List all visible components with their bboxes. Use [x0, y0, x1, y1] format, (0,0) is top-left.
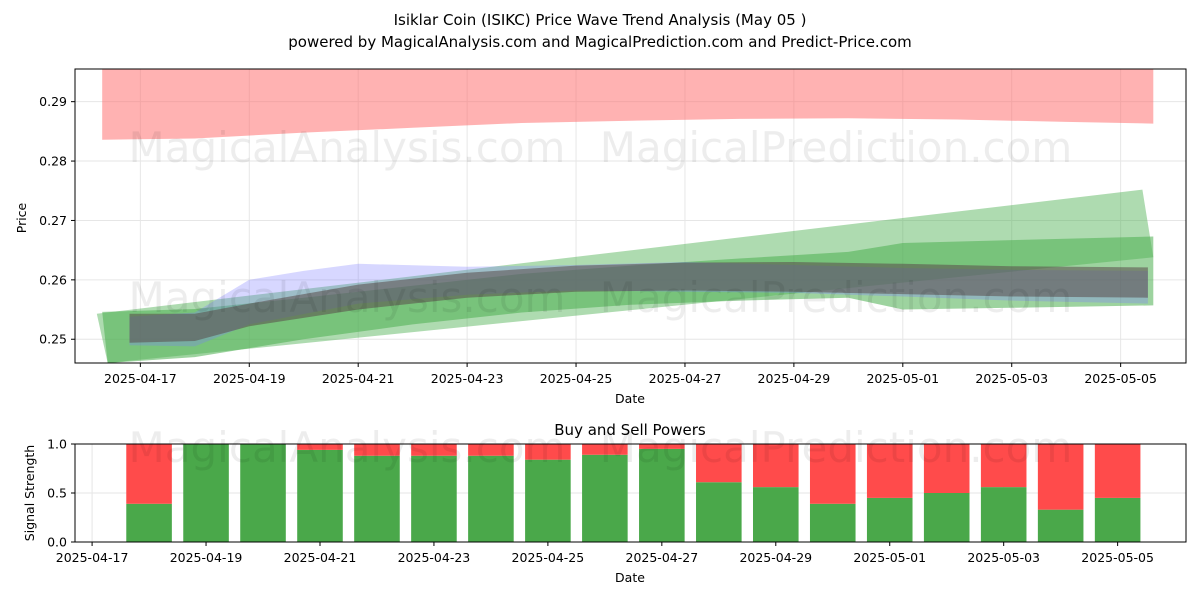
signal-bars [126, 444, 1141, 542]
buy-bar [582, 454, 628, 542]
price-x-label: Date [615, 391, 645, 406]
signal-x-tick-label: 2025-04-19 [170, 550, 243, 565]
watermark-right: MagicalPrediction.com [600, 123, 1073, 172]
buy-bar [411, 455, 457, 542]
buy-bar [752, 487, 799, 542]
signal-y-tick-label: 1.0 [47, 437, 67, 452]
sell-bar [809, 444, 856, 504]
buy-bar [809, 503, 856, 542]
price-x-tick-label: 2025-04-17 [104, 371, 177, 386]
price-y-tick-label: 0.27 [39, 213, 67, 228]
buy-bar [980, 487, 1027, 542]
buy-bar [639, 448, 685, 542]
price-axes-frame [74, 68, 1187, 364]
price-x-tick-label: 2025-05-03 [975, 371, 1048, 386]
buy-bar [126, 503, 172, 542]
signal-x-tick-label: 2025-04-21 [284, 550, 357, 565]
price-series [96, 69, 1154, 363]
price-x-ticks: 2025-04-17 2025-04-19 2025-04-21 2025-04-23… [104, 363, 1157, 386]
signal-x-tick-label: 2025-05-05 [1081, 550, 1154, 565]
sell-bar [582, 444, 628, 455]
signal-title: Buy and Sell Powers [554, 421, 706, 439]
watermark-right-3: MagicalPrediction.com [600, 423, 1073, 472]
price-chart: MagicalAnalysis.com MagicalPrediction.co… [14, 68, 1187, 406]
signal-x-tick-label: 2025-04-17 [56, 550, 129, 565]
signal-x-tick-label: 2025-04-23 [398, 550, 471, 565]
price-x-tick-label: 2025-05-01 [866, 371, 939, 386]
price-x-tick-label: 2025-05-05 [1084, 371, 1157, 386]
signal-chart: Buy and Sell Powers MagicalAnalysis.com … [22, 421, 1187, 585]
sell-bar [923, 444, 970, 493]
signal-x-tick-label: 2025-04-29 [739, 550, 812, 565]
price-y-ticks: 0.25 0.26 0.27 0.28 0.29 [39, 94, 75, 347]
signal-x-tick-label: 2025-05-03 [967, 550, 1040, 565]
band-upper-red-band [102, 69, 1154, 140]
price-x-tick-label: 2025-04-21 [322, 371, 395, 386]
price-y-tick-label: 0.28 [39, 154, 67, 169]
signal-y-ticks: 0.0 0.5 1.0 [47, 437, 75, 550]
price-x-tick-label: 2025-04-25 [540, 371, 613, 386]
price-x-tick-label: 2025-04-27 [649, 371, 722, 386]
sell-bar [126, 444, 172, 504]
buy-bar [923, 493, 970, 542]
signal-x-tick-label: 2025-05-01 [853, 550, 926, 565]
price-y-tick-label: 0.25 [39, 332, 67, 347]
chart-title: Isiklar Coin (ISIKC) Price Wave Trend An… [394, 11, 807, 29]
buy-bar [240, 444, 286, 542]
sell-bar [866, 444, 913, 498]
sell-bar [468, 444, 514, 456]
sell-bar [354, 444, 400, 456]
buy-bar [297, 449, 343, 542]
buy-bar [1094, 497, 1141, 542]
buy-bar [183, 444, 229, 542]
sell-bar [1037, 444, 1084, 510]
sell-bar [752, 444, 799, 488]
sell-bar [297, 444, 343, 450]
signal-x-tick-label: 2025-04-27 [626, 550, 699, 565]
watermark-left: MagicalAnalysis.com [129, 123, 566, 172]
price-y-tick-label: 0.26 [39, 272, 67, 287]
sell-bar [1094, 444, 1141, 498]
sell-bar [525, 444, 571, 460]
signal-x-ticks: 2025-04-17 2025-04-19 2025-04-21 2025-04-23… [56, 542, 1154, 565]
price-y-tick-label: 0.29 [39, 94, 67, 109]
buy-bar [468, 455, 514, 542]
buy-bar [866, 497, 913, 542]
signal-y-tick-label: 0.0 [47, 535, 67, 550]
buy-bar [696, 482, 742, 542]
sell-bar [411, 444, 457, 456]
signal-y-tick-label: 0.5 [47, 486, 67, 501]
signal-x-tick-label: 2025-04-25 [512, 550, 585, 565]
sell-bar [696, 444, 742, 483]
buy-bar [1037, 509, 1084, 542]
chart-subtitle: powered by MagicalAnalysis.com and Magic… [288, 33, 912, 51]
watermark-right-2: MagicalPrediction.com [600, 273, 1073, 322]
sell-bar [639, 444, 685, 449]
price-x-tick-label: 2025-04-23 [431, 371, 504, 386]
band-dark-trend-band [129, 262, 1148, 343]
buy-bar [354, 455, 400, 542]
watermark-left-2: MagicalAnalysis.com [129, 273, 566, 322]
sell-bar [980, 444, 1027, 488]
price-x-tick-label: 2025-04-29 [758, 371, 831, 386]
signal-x-label: Date [615, 570, 645, 585]
price-x-tick-label: 2025-04-19 [213, 371, 286, 386]
price-y-label: Price [14, 202, 29, 233]
signal-y-label: Signal Strength [22, 445, 37, 541]
buy-bar [525, 459, 571, 542]
watermark-left-3: MagicalAnalysis.com [129, 423, 566, 472]
